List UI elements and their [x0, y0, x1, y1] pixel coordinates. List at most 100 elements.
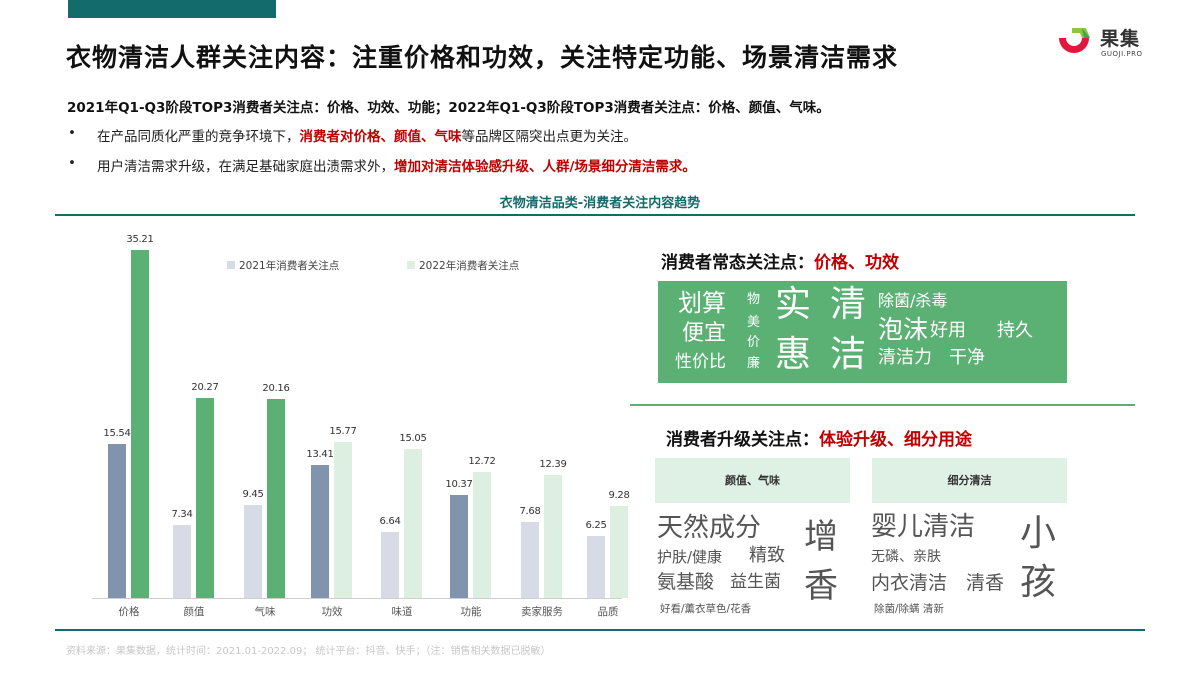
value-label: 12.39	[539, 459, 567, 470]
bar-2021	[587, 536, 605, 598]
category-label: 品质	[597, 606, 619, 618]
normal-focus-wordcloud: 划算 便宜 性价比 物 美 价 廉 实 惠 清 洁 除菌/杀毒 泡沫 好用 持久…	[658, 281, 1067, 383]
bar-2021	[244, 505, 262, 598]
word: 护肤/健康	[657, 548, 723, 566]
word: 清洁力	[878, 347, 932, 368]
legend-swatch	[407, 261, 415, 269]
word: 价	[747, 335, 761, 350]
value-label: 20.16	[262, 383, 290, 394]
legend-item-2021: 2021年消费者关注点	[227, 258, 339, 273]
bar-2022	[334, 442, 352, 598]
word: 性价比	[675, 352, 726, 372]
value-label: 10.37	[445, 479, 473, 490]
word: 婴儿清洁	[871, 512, 976, 542]
word: 氨基酸	[657, 571, 715, 593]
word: 干净	[949, 347, 985, 368]
word: 孩	[1020, 562, 1057, 603]
bar-chart: 2021年消费者关注点 2022年消费者关注点 15.54 35.21 价格 7.34…	[92, 220, 630, 620]
bar-group: 15.54 35.21 价格	[98, 220, 160, 620]
word: 便宜	[682, 321, 727, 346]
upgrade-focus-heading: 消费者升级关注点：体验升级、细分用途	[666, 425, 972, 450]
brand-logo: 果集 GUOJI.PRO	[1054, 22, 1184, 62]
bar-2022	[196, 398, 214, 598]
bar-2022	[544, 475, 562, 598]
word: 廉	[747, 356, 761, 371]
header-accent-bar	[68, 0, 276, 18]
bar-group: 6.64 15.05 味道	[371, 220, 433, 620]
card-header-appearance-scent: 颜值、气味	[655, 458, 850, 503]
value-label: 13.41	[306, 449, 334, 460]
bar-group: 13.41 15.77 功效	[301, 220, 363, 620]
value-label: 20.27	[191, 382, 219, 393]
word: 无磷、亲肤	[871, 549, 941, 565]
bar-2021	[108, 444, 126, 598]
page-title: 衣物清洁人群关注内容：注重价格和功效，关注特定功能、场景清洁需求	[66, 43, 899, 72]
value-label: 9.45	[242, 489, 264, 500]
word: 清香	[966, 572, 1005, 594]
value-label: 35.21	[126, 234, 154, 245]
legend-label: 2021年消费者关注点	[239, 260, 340, 272]
card-header-segmented-cleaning: 细分清洁	[872, 458, 1067, 503]
word: 香	[804, 566, 838, 606]
bullet-text: 在产品同质化严重的竞争环境下，消费者对价格、颜值、气味等品牌区隔突出点更为关注。	[97, 125, 637, 145]
category-label: 功效	[321, 606, 343, 618]
x-axis	[92, 598, 622, 599]
word: 除菌/除螨 清新	[874, 603, 944, 615]
word: 增	[804, 517, 838, 557]
bar-group: 10.37 12.72 功能	[440, 220, 502, 620]
bar-2022	[267, 399, 285, 598]
word: 小	[1020, 513, 1057, 554]
word: 除菌/杀毒	[878, 291, 948, 310]
bar-2022	[610, 506, 628, 598]
section-rule	[630, 404, 1135, 406]
word: 实	[775, 284, 812, 325]
bar-2022	[473, 472, 491, 598]
bar-2021	[173, 525, 191, 598]
word: 益生菌	[730, 572, 781, 592]
bar-group: 7.34 20.27 颜值	[163, 220, 225, 620]
value-label: 6.64	[379, 516, 401, 527]
word: 持久	[997, 320, 1033, 341]
logo-subtext: GUOJI.PRO	[1101, 50, 1143, 58]
logo-name: 果集	[1100, 28, 1141, 50]
value-label: 15.05	[399, 433, 427, 444]
legend-label: 2022年消费者关注点	[419, 260, 520, 272]
category-label: 功能	[460, 606, 482, 618]
heading-highlight: 价格、功效	[814, 253, 899, 273]
value-label: 9.28	[608, 490, 630, 501]
category-label: 气味	[254, 606, 276, 618]
heading-highlight: 体验升级、细分用途	[819, 430, 972, 450]
category-label: 颜值	[183, 606, 205, 618]
legend-swatch	[227, 261, 235, 269]
value-label: 15.77	[329, 426, 357, 437]
bar-group: 9.45 20.16 气味	[234, 220, 296, 620]
category-label: 味道	[391, 606, 413, 618]
bar-2021	[521, 522, 539, 598]
category-label: 价格	[118, 606, 140, 618]
word: 精致	[749, 545, 785, 566]
value-label: 6.25	[585, 520, 607, 531]
section-divider	[55, 214, 1135, 216]
bar-2021	[381, 532, 399, 598]
word: 好看/薰衣草色/花香	[660, 603, 752, 615]
bar-2021	[311, 465, 329, 598]
word: 美	[747, 315, 761, 330]
logo-mark-icon	[1059, 28, 1090, 53]
word: 洁	[830, 334, 867, 375]
bullet-text-highlight: 增加对清洁体验感升级、人群/场景细分清洁需求。	[394, 159, 696, 175]
word: 惠	[775, 334, 812, 375]
bar-2021	[450, 495, 468, 598]
word: 内衣清洁	[871, 572, 948, 594]
bullet-text-highlight: 消费者对价格、颜值、气味	[299, 129, 462, 145]
word: 泡沫	[878, 315, 929, 344]
value-label: 15.54	[103, 428, 131, 439]
bullet-text-plain: 在产品同质化严重的竞争环境下，	[97, 129, 300, 145]
bar-2022	[131, 250, 149, 598]
normal-focus-heading: 消费者常态关注点：价格、功效	[661, 248, 899, 273]
category-label: 卖家服务	[521, 606, 563, 618]
bullet-text-plain: 等品牌区隔突出点更为关注。	[461, 129, 638, 145]
bullet-dot: •	[68, 155, 76, 171]
word: 物	[747, 292, 761, 307]
bar-group: 7.68 12.39 卖家服务	[511, 220, 573, 620]
value-label: 7.34	[171, 509, 193, 520]
